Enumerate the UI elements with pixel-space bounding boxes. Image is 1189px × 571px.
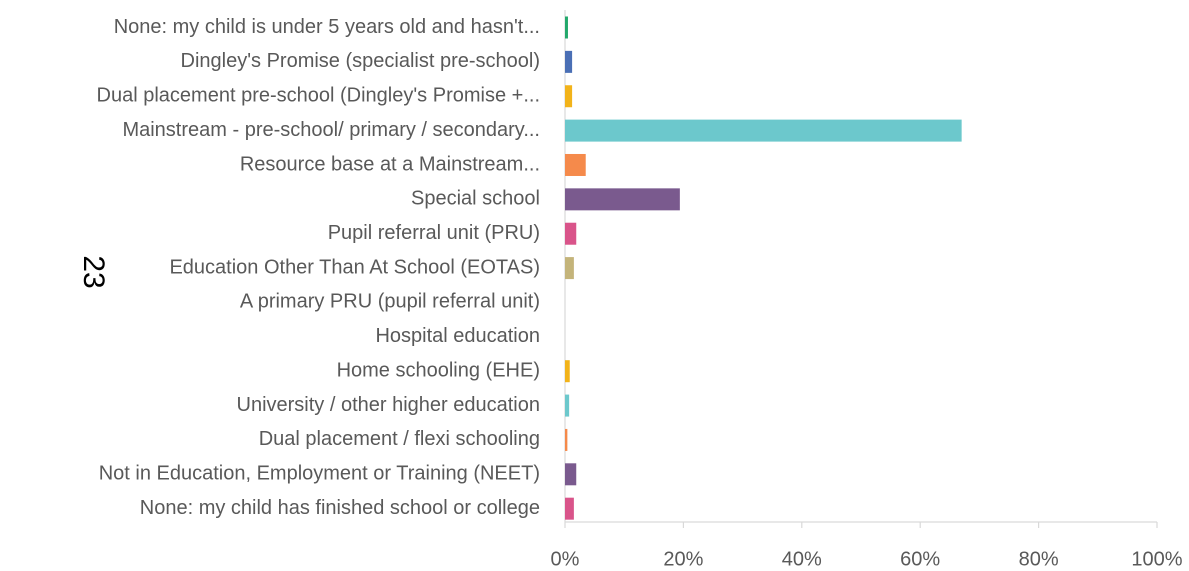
bar <box>565 16 568 39</box>
y-tick-label: A primary PRU (pupil referral unit) <box>240 291 540 313</box>
x-tick-label: 80% <box>1019 548 1059 570</box>
y-tick-label: None: my child has finished school or co… <box>140 497 540 519</box>
y-tick-label: Special school <box>411 188 540 210</box>
bar <box>565 394 570 417</box>
x-tick-label: 100% <box>1131 548 1182 570</box>
bar <box>565 222 577 245</box>
annotation: 23 <box>77 255 110 288</box>
x-tick-label: 60% <box>900 548 940 570</box>
y-tick-label: Hospital education <box>375 325 540 347</box>
x-tick-label: 40% <box>782 548 822 570</box>
y-tick-label: Home schooling (EHE) <box>337 359 540 381</box>
y-tick-label: Dual placement / flexi schooling <box>259 428 540 450</box>
y-tick-label: Not in Education, Employment or Training… <box>99 463 540 485</box>
bar <box>565 188 680 211</box>
x-tick-label: 20% <box>663 548 703 570</box>
bar <box>565 463 577 486</box>
y-tick-label: Resource base at a Mainstream... <box>240 153 540 175</box>
y-tick-label: Mainstream - pre-school/ primary / secon… <box>122 119 540 141</box>
y-tick-label: None: my child is under 5 years old and … <box>114 16 540 38</box>
bar <box>565 153 586 176</box>
bar <box>565 257 574 280</box>
y-tick-label: Dingley's Promise (specialist pre-school… <box>181 50 541 72</box>
x-tick-label: 0% <box>551 548 580 570</box>
bar <box>565 50 573 73</box>
y-tick-label: Education Other Than At School (EOTAS) <box>169 256 540 278</box>
y-tick-label: Pupil referral unit (PRU) <box>328 222 540 244</box>
bar <box>565 360 570 383</box>
bar <box>565 119 962 142</box>
bar <box>565 497 574 520</box>
bar <box>565 428 568 451</box>
bar <box>565 85 573 108</box>
y-tick-label: Dual placement pre-school (Dingley's Pro… <box>97 85 540 107</box>
y-tick-label: University / other higher education <box>237 394 541 416</box>
